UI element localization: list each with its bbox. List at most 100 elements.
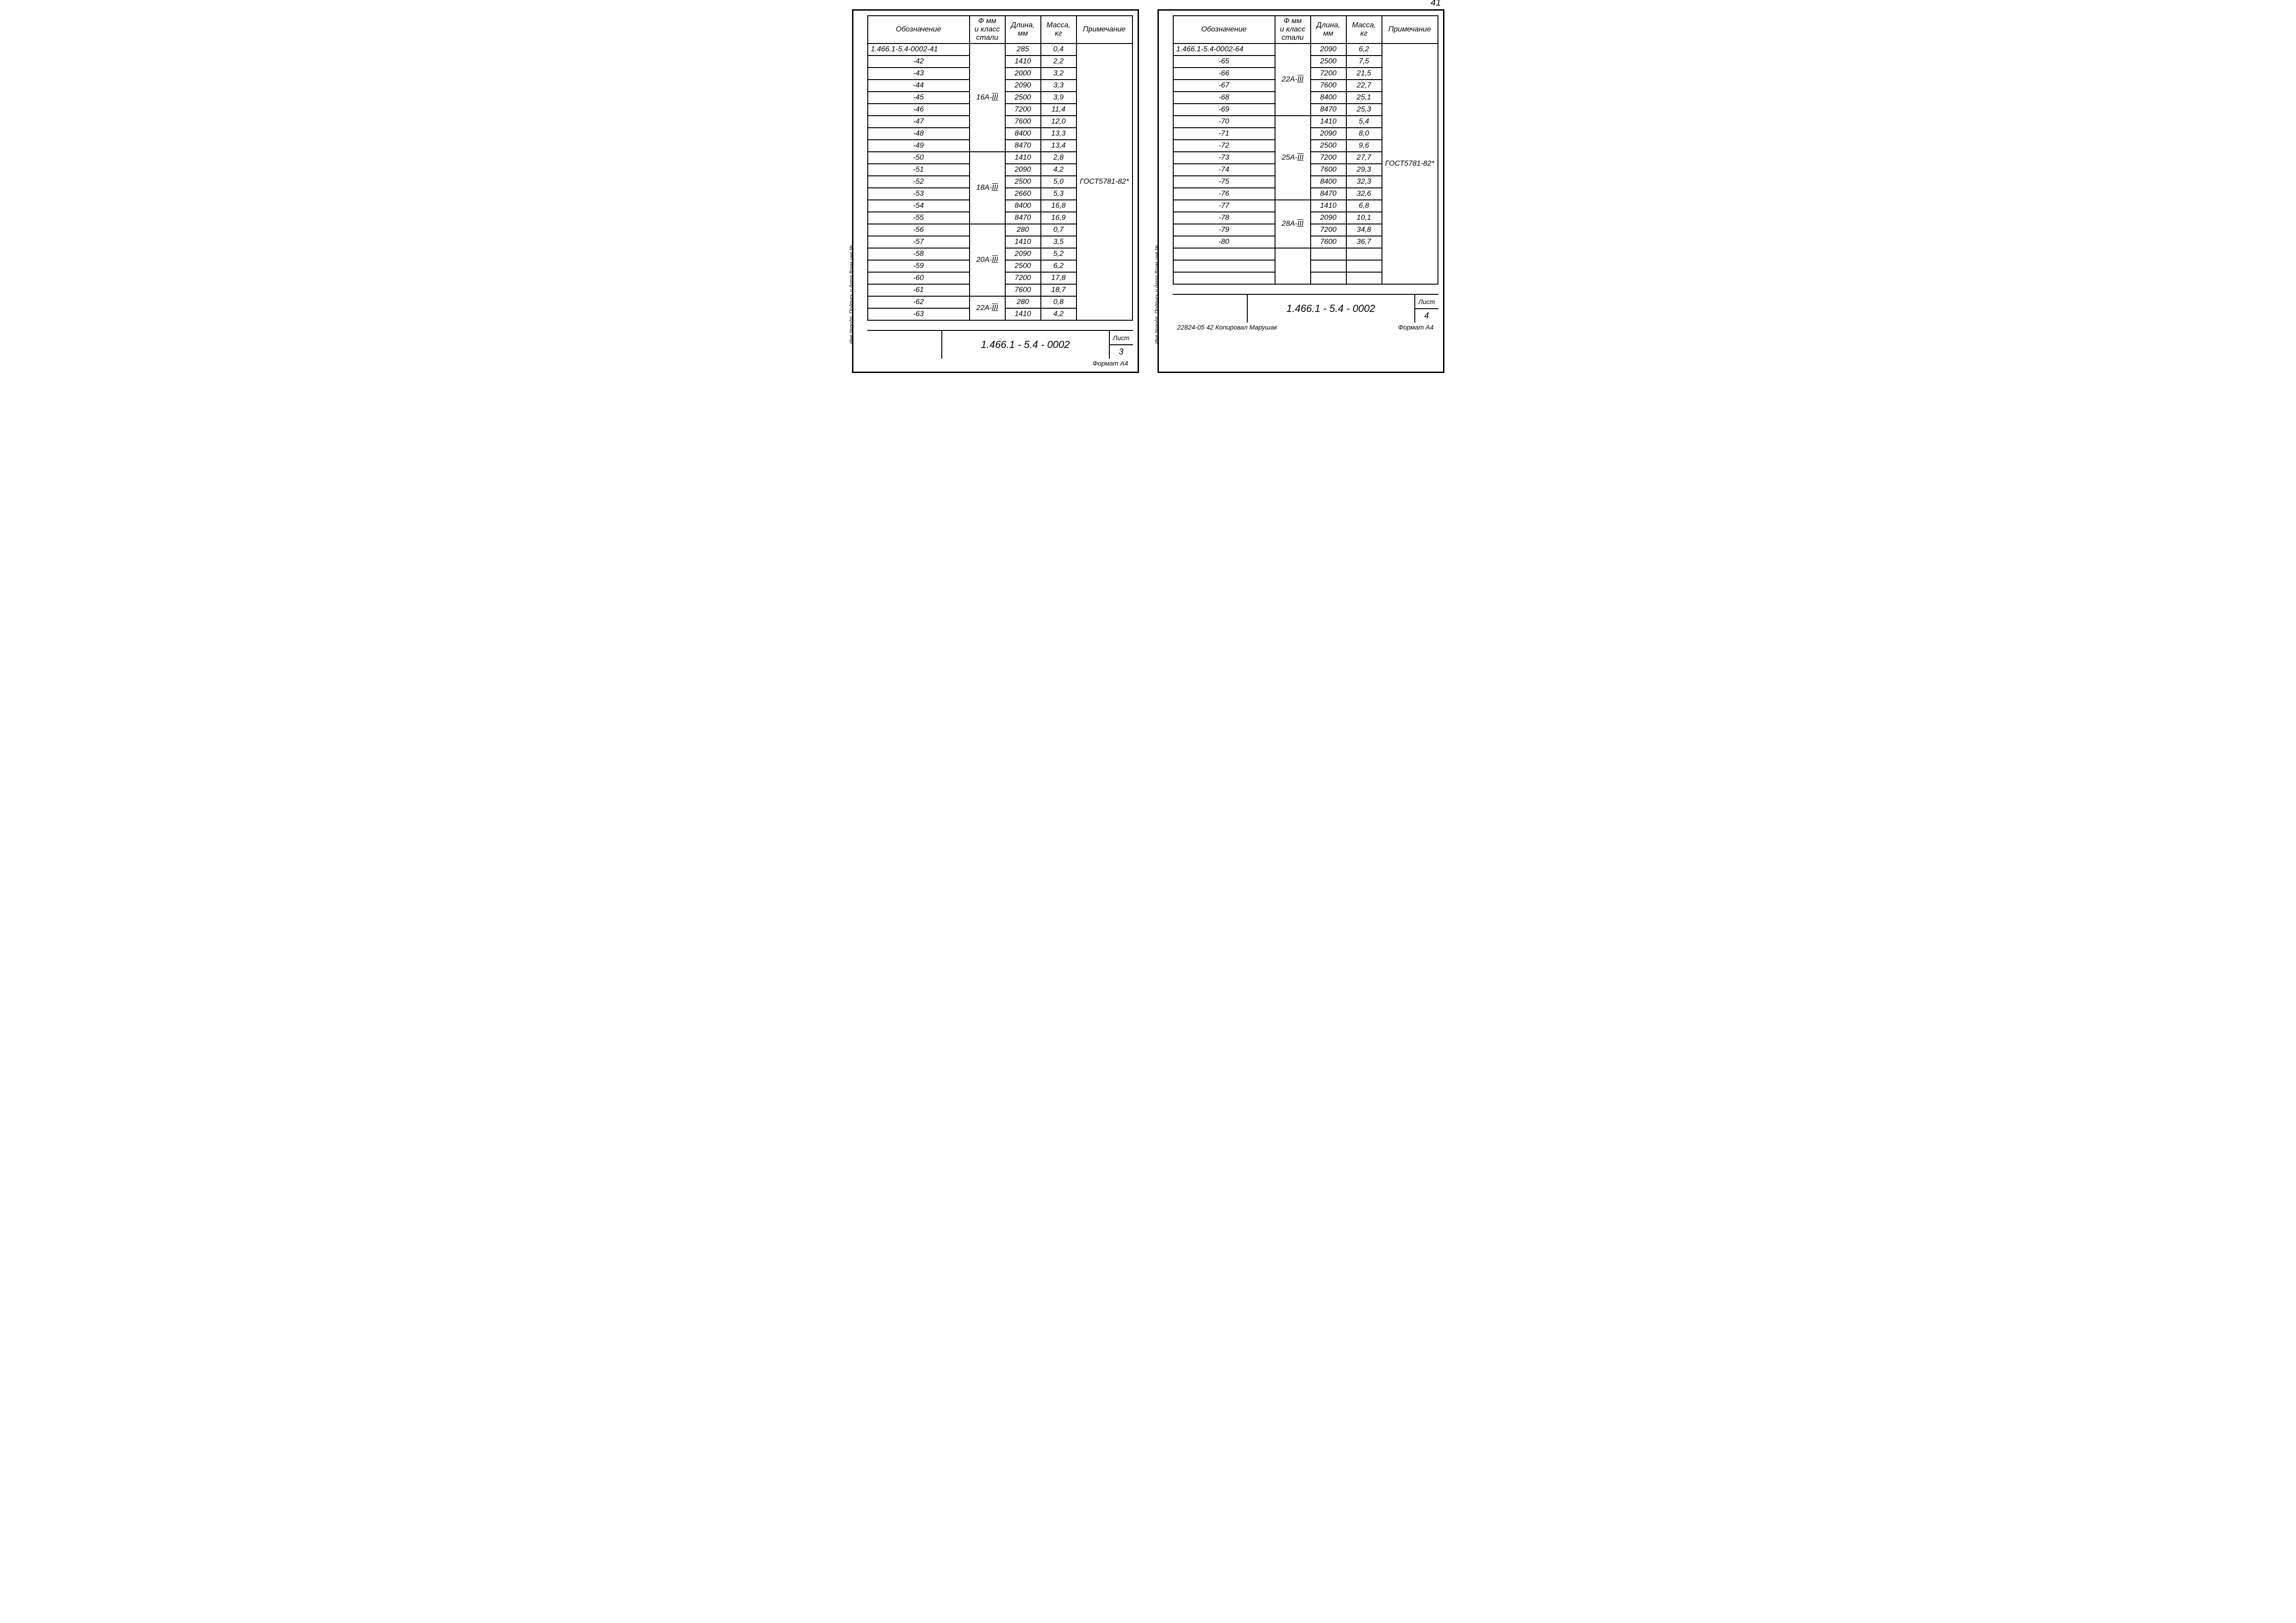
doc-number-right: 1.466.1 - 5.4 - 0002 bbox=[1248, 295, 1415, 323]
cell-massa: 32,3 bbox=[1346, 176, 1382, 188]
hdr-oboz: Обозначение bbox=[868, 16, 970, 44]
cell-oboz: -70 bbox=[1173, 116, 1275, 128]
cell-massa: 5,2 bbox=[1041, 248, 1076, 260]
cell-massa: 3,9 bbox=[1041, 92, 1076, 104]
cell-oboz: -65 bbox=[1173, 56, 1275, 68]
hdr-oboz: Обозначение bbox=[1173, 16, 1275, 44]
cell-massa: 18,7 bbox=[1041, 284, 1076, 296]
cell-klass: 28A-III bbox=[1275, 200, 1311, 248]
doc-number-left: 1.466.1 - 5.4 - 0002 bbox=[942, 331, 1110, 359]
cell-oboz bbox=[1173, 260, 1275, 272]
cell-massa: 3,2 bbox=[1041, 68, 1076, 80]
cell-oboz: -69 bbox=[1173, 104, 1275, 116]
cell-massa: 2,8 bbox=[1041, 152, 1076, 164]
page-left: Инв.№подл. Подпись и дата Взам.инв.№ Обо… bbox=[852, 9, 1139, 373]
cell-dlina: 2500 bbox=[1005, 176, 1041, 188]
cell-dlina: 8470 bbox=[1005, 140, 1041, 152]
cell-massa: 13,3 bbox=[1041, 128, 1076, 140]
cell-oboz: -61 bbox=[868, 284, 970, 296]
cell-massa: 8,0 bbox=[1346, 128, 1382, 140]
cell-oboz: -75 bbox=[1173, 176, 1275, 188]
cell-massa: 5,3 bbox=[1041, 188, 1076, 200]
cell-dlina: 8470 bbox=[1311, 188, 1346, 200]
table-row: 1.466.1-5.4-0002-6422A-III20906,2ГОСТ578… bbox=[1173, 44, 1438, 56]
cell-oboz: -78 bbox=[1173, 212, 1275, 224]
cell-dlina: 7600 bbox=[1005, 116, 1041, 128]
cell-dlina: 280 bbox=[1005, 224, 1041, 236]
cell-oboz: -50 bbox=[868, 152, 970, 164]
cell-klass: 18A-III bbox=[970, 152, 1005, 224]
cell-oboz: -44 bbox=[868, 80, 970, 92]
footer-left-text: 22824-05 42 Копировал Марушак bbox=[1177, 323, 1277, 331]
table-header-row: Обозначение Ф мм и класс стали Длина, мм… bbox=[1173, 16, 1438, 44]
cell-oboz: -72 bbox=[1173, 140, 1275, 152]
cell-dlina: 1410 bbox=[1005, 56, 1041, 68]
cell-oboz: -55 bbox=[868, 212, 970, 224]
cell-dlina: 2500 bbox=[1005, 92, 1041, 104]
title-block-right: 1.466.1 - 5.4 - 0002 Лист 4 bbox=[1173, 294, 1438, 323]
cell-oboz: -53 bbox=[868, 188, 970, 200]
cell-massa bbox=[1346, 272, 1382, 284]
cell-klass: 20A-III bbox=[970, 224, 1005, 296]
cell-oboz: -57 bbox=[868, 236, 970, 248]
cell-dlina: 8400 bbox=[1005, 128, 1041, 140]
cell-massa: 25,1 bbox=[1346, 92, 1382, 104]
page-number-top: 41 bbox=[1431, 0, 1441, 8]
cell-dlina: 1410 bbox=[1005, 308, 1041, 320]
cell-oboz: -67 bbox=[1173, 80, 1275, 92]
cell-klass: 16A-III bbox=[970, 44, 1005, 152]
cell-dlina: 2090 bbox=[1005, 248, 1041, 260]
cell-massa: 25,3 bbox=[1346, 104, 1382, 116]
cell-massa: 13,4 bbox=[1041, 140, 1076, 152]
cell-dlina: 2090 bbox=[1311, 44, 1346, 56]
hdr-prim: Примечание bbox=[1076, 16, 1132, 44]
cell-dlina: 8470 bbox=[1005, 212, 1041, 224]
cell-massa: 11,4 bbox=[1041, 104, 1076, 116]
title-block-empty bbox=[867, 331, 942, 359]
cell-klass bbox=[1275, 248, 1311, 284]
cell-massa: 6,2 bbox=[1041, 260, 1076, 272]
cell-oboz: -54 bbox=[868, 200, 970, 212]
cell-massa: 5,4 bbox=[1346, 116, 1382, 128]
cell-dlina: 2090 bbox=[1005, 80, 1041, 92]
cell-klass: 22A-III bbox=[1275, 44, 1311, 116]
cell-oboz: -68 bbox=[1173, 92, 1275, 104]
cell-dlina: 2500 bbox=[1005, 260, 1041, 272]
table-right: Обозначение Ф мм и класс стали Длина, мм… bbox=[1173, 15, 1438, 285]
hdr-prim: Примечание bbox=[1382, 16, 1438, 44]
cell-massa: 34,8 bbox=[1346, 224, 1382, 236]
cell-massa: 2,2 bbox=[1041, 56, 1076, 68]
cell-klass: 22A-III bbox=[970, 296, 1005, 320]
cell-oboz: -47 bbox=[868, 116, 970, 128]
cell-massa: 0,7 bbox=[1041, 224, 1076, 236]
cell-oboz bbox=[1173, 272, 1275, 284]
cell-oboz: -58 bbox=[868, 248, 970, 260]
cell-klass: 25A-III bbox=[1275, 116, 1311, 200]
cell-dlina: 8470 bbox=[1311, 104, 1346, 116]
page-right: 41 Инв.№подл. Подпись и дата Взам.инв.№ … bbox=[1157, 9, 1444, 373]
cell-massa: 21,5 bbox=[1346, 68, 1382, 80]
cell-oboz: -52 bbox=[868, 176, 970, 188]
cell-dlina: 1410 bbox=[1311, 116, 1346, 128]
cell-oboz: -59 bbox=[868, 260, 970, 272]
cell-massa bbox=[1346, 260, 1382, 272]
hdr-klass: Ф мм и класс стали bbox=[1275, 16, 1311, 44]
cell-massa: 22,7 bbox=[1346, 80, 1382, 92]
cell-massa: 6,2 bbox=[1346, 44, 1382, 56]
cell-dlina bbox=[1311, 248, 1346, 260]
hdr-klass: Ф мм и класс стали bbox=[970, 16, 1005, 44]
cell-massa: 12,0 bbox=[1041, 116, 1076, 128]
cell-massa: 6,8 bbox=[1346, 200, 1382, 212]
cell-oboz bbox=[1173, 248, 1275, 260]
cell-oboz: -73 bbox=[1173, 152, 1275, 164]
cell-oboz: -66 bbox=[1173, 68, 1275, 80]
cell-dlina: 2660 bbox=[1005, 188, 1041, 200]
cell-dlina: 1410 bbox=[1005, 152, 1041, 164]
side-caption-right: Инв.№подл. Подпись и дата Взам.инв.№ bbox=[1154, 245, 1160, 344]
cell-dlina: 1410 bbox=[1005, 236, 1041, 248]
table-header-row: Обозначение Ф мм и класс стали Длина, мм… bbox=[868, 16, 1132, 44]
footer-right: 22824-05 42 Копировал Марушак Формат А4 bbox=[1173, 323, 1438, 331]
footer-right-text: Формат А4 bbox=[1398, 323, 1434, 331]
sheet-label: Лист bbox=[1110, 331, 1133, 345]
hdr-dlina: Длина, мм bbox=[1005, 16, 1041, 44]
